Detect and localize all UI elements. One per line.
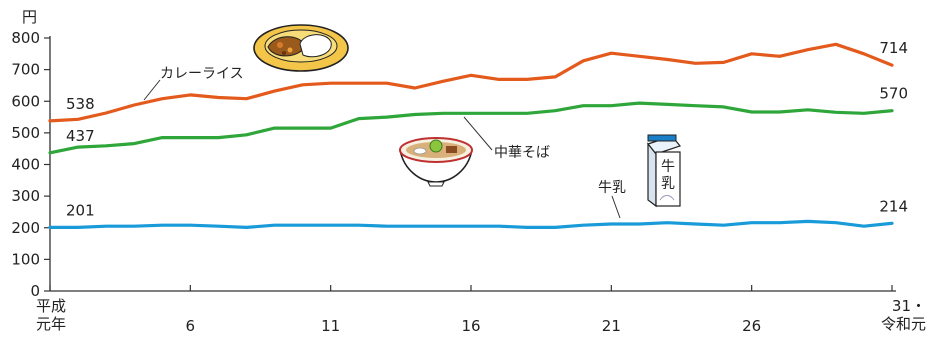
y-tick-label: 100 — [11, 250, 40, 268]
y-axis-unit-label: 円 — [22, 8, 37, 26]
curry-icon — [253, 24, 349, 72]
y-tick-label: 400 — [11, 156, 40, 174]
series-start-value-label: 201 — [66, 201, 95, 219]
x-tick-label: 元年 — [36, 315, 66, 333]
x-tick-label: 16 — [461, 317, 480, 335]
series-start-value-label: 538 — [66, 95, 95, 113]
milk-carton-text-2: 乳 — [661, 176, 675, 192]
series-lines — [48, 42, 894, 229]
series-line-0 — [48, 42, 894, 123]
x-tick-label: 6 — [186, 317, 196, 335]
y-tick-label: 0 — [30, 282, 40, 300]
y-axis-ticks: 0 100 200 300 400 500 600 700 800 — [11, 29, 50, 300]
series-label-milk: 牛乳 — [598, 180, 626, 219]
series-name-milk: 牛乳 — [598, 180, 626, 196]
y-tick-label: 200 — [11, 219, 40, 237]
series-start-value-label: 437 — [66, 127, 95, 145]
y-tick-label: 600 — [11, 92, 40, 110]
y-tick-label: 700 — [11, 61, 40, 79]
series-end-value-label: 214 — [879, 197, 908, 215]
milk-carton-text-1: 牛 — [661, 159, 675, 175]
x-tick-label: 令和元 — [881, 315, 926, 333]
series-end-value-label: 714 — [879, 39, 908, 57]
series-name-curry: カレーライス — [160, 66, 244, 82]
x-tick-label: 平成 — [36, 297, 66, 315]
series-value-labels: 538 714 437 570 201 214 — [66, 39, 908, 219]
ramen-icon — [399, 137, 473, 187]
series-end-value-label: 570 — [879, 85, 908, 103]
x-tick-label: 26 — [742, 317, 761, 335]
series-label-curry: カレーライス — [143, 66, 244, 101]
x-tick-label: 21 — [602, 317, 621, 335]
milk-icon: 牛 乳 — [646, 134, 682, 208]
x-tick-label: 31・ — [892, 297, 926, 315]
y-tick-label: 500 — [11, 124, 40, 142]
series-line-2 — [48, 219, 894, 229]
series-name-ramen: 中華そば — [494, 145, 550, 161]
series-line-1 — [48, 101, 894, 155]
x-tick-label: 11 — [321, 317, 340, 335]
y-tick-label: 800 — [11, 29, 40, 47]
series-label-ramen: 中華そば — [463, 116, 550, 161]
y-tick-label: 300 — [11, 187, 40, 205]
